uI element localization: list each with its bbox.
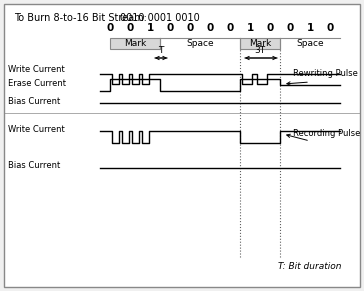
Text: Space: Space [186, 39, 214, 48]
Text: 0: 0 [286, 23, 294, 33]
Text: 0: 0 [106, 23, 114, 33]
Text: T: Bit duration: T: Bit duration [278, 262, 342, 271]
Text: Bias Current: Bias Current [8, 162, 60, 171]
Text: 1: 1 [306, 23, 314, 33]
Text: Rewriting Pulse: Rewriting Pulse [293, 70, 358, 79]
Text: 0: 0 [226, 23, 234, 33]
Text: 1: 1 [146, 23, 154, 33]
Text: 0: 0 [186, 23, 194, 33]
Text: Write Current: Write Current [8, 125, 65, 134]
Text: Recording Pulse: Recording Pulse [293, 129, 360, 138]
Text: 0: 0 [327, 23, 334, 33]
Text: 1: 1 [246, 23, 254, 33]
Text: Mark: Mark [249, 39, 271, 48]
Text: Mark: Mark [124, 39, 146, 48]
Text: 0: 0 [266, 23, 274, 33]
Text: Space: Space [296, 39, 324, 48]
Text: Write Current: Write Current [8, 65, 65, 74]
Text: Bias Current: Bias Current [8, 97, 60, 106]
Bar [110, 38, 160, 49]
Text: 0: 0 [126, 23, 134, 33]
Text: Erase Current: Erase Current [8, 79, 66, 88]
Text: 3T: 3T [254, 46, 266, 55]
Bar [240, 38, 280, 49]
Text: To Burn 8-to-16 Bit Stream:: To Burn 8-to-16 Bit Stream: [14, 13, 147, 23]
Text: T: T [158, 46, 164, 55]
Text: 0010 0001 0010: 0010 0001 0010 [120, 13, 200, 23]
Text: 0: 0 [166, 23, 174, 33]
Text: 0: 0 [206, 23, 214, 33]
